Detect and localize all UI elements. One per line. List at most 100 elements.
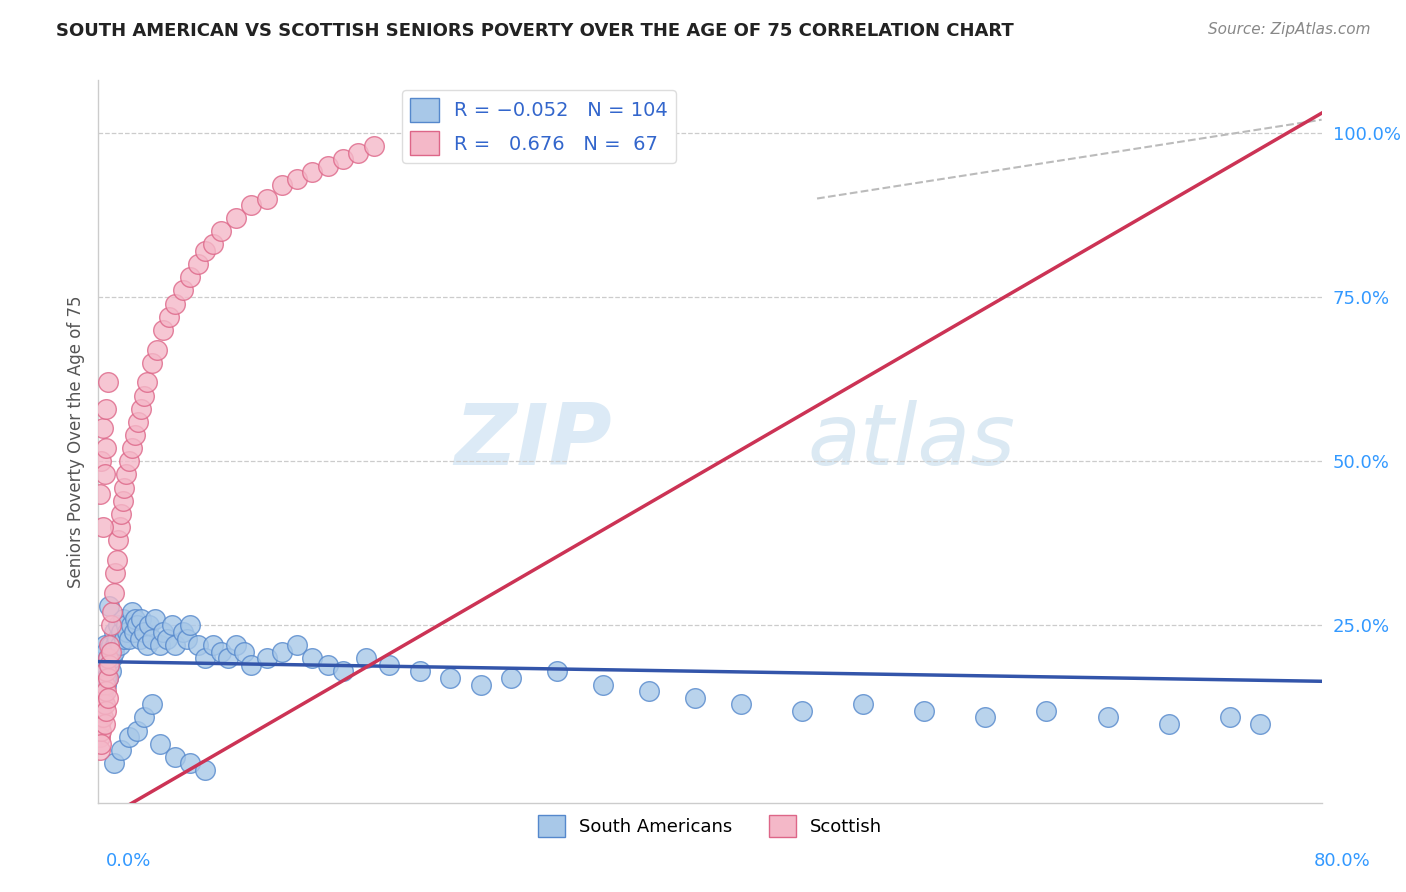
Point [194, 763, 217, 777]
Point [1219, 710, 1241, 724]
Point [141, 632, 163, 646]
Point [194, 651, 217, 665]
Point [91, 690, 114, 705]
Point [90, 698, 112, 712]
Point [134, 388, 156, 402]
Point [172, 625, 194, 640]
Point [100, 638, 122, 652]
Point [115, 467, 138, 482]
Point [93, 717, 115, 731]
Point [118, 454, 141, 468]
Point [163, 749, 186, 764]
Text: atlas: atlas [808, 400, 1017, 483]
Point [105, 632, 128, 646]
Point [332, 665, 354, 679]
Point [93, 638, 115, 652]
Point [125, 618, 148, 632]
Point [91, 677, 114, 691]
Point [112, 481, 135, 495]
Point [100, 618, 122, 632]
Y-axis label: Seniors Poverty Over the Age of 75: Seniors Poverty Over the Age of 75 [66, 295, 84, 588]
Point [129, 612, 152, 626]
Point [202, 638, 225, 652]
Point [111, 612, 134, 626]
Point [270, 645, 292, 659]
Point [790, 704, 813, 718]
Point [1097, 710, 1119, 724]
Point [90, 454, 112, 468]
Point [127, 415, 149, 429]
Point [134, 625, 156, 640]
Point [94, 665, 117, 679]
Point [912, 704, 935, 718]
Point [217, 651, 239, 665]
Text: 80.0%: 80.0% [1315, 852, 1371, 870]
Point [91, 651, 114, 665]
Point [98, 657, 121, 672]
Point [141, 356, 163, 370]
Text: Source: ZipAtlas.com: Source: ZipAtlas.com [1208, 22, 1371, 37]
Point [97, 651, 120, 665]
Point [108, 520, 131, 534]
Point [179, 270, 201, 285]
Point [301, 651, 323, 665]
Point [592, 677, 614, 691]
Point [104, 638, 127, 652]
Point [179, 618, 201, 632]
Point [683, 690, 706, 705]
Point [97, 651, 120, 665]
Point [104, 566, 127, 580]
Point [149, 638, 172, 652]
Point [89, 677, 111, 691]
Point [118, 730, 141, 744]
Point [163, 296, 186, 310]
Point [110, 507, 132, 521]
Text: 0.0%: 0.0% [105, 852, 150, 870]
Point [160, 618, 183, 632]
Point [112, 632, 135, 646]
Point [107, 533, 129, 547]
Point [91, 520, 114, 534]
Point [285, 171, 308, 186]
Point [91, 690, 114, 705]
Point [225, 211, 247, 226]
Point [316, 159, 339, 173]
Point [103, 585, 125, 599]
Point [89, 671, 111, 685]
Point [285, 638, 308, 652]
Point [110, 743, 132, 757]
Point [89, 690, 111, 705]
Point [128, 632, 150, 646]
Point [117, 625, 139, 640]
Point [347, 145, 370, 160]
Point [94, 671, 117, 685]
Point [316, 657, 339, 672]
Point [209, 645, 232, 659]
Point [408, 665, 430, 679]
Point [136, 376, 159, 390]
Point [90, 723, 112, 738]
Point [125, 723, 148, 738]
Point [176, 632, 198, 646]
Point [97, 690, 120, 705]
Point [90, 737, 112, 751]
Point [439, 671, 461, 685]
Point [91, 684, 114, 698]
Point [136, 638, 159, 652]
Point [101, 651, 124, 665]
Point [149, 737, 172, 751]
Point [301, 165, 323, 179]
Point [94, 665, 117, 679]
Point [103, 756, 125, 771]
Point [89, 665, 111, 679]
Point [256, 651, 278, 665]
Point [202, 237, 225, 252]
Point [172, 284, 194, 298]
Point [98, 657, 121, 672]
Point [1157, 717, 1180, 731]
Point [1249, 717, 1271, 731]
Point [129, 401, 152, 416]
Point [256, 192, 278, 206]
Point [546, 665, 568, 679]
Point [852, 698, 875, 712]
